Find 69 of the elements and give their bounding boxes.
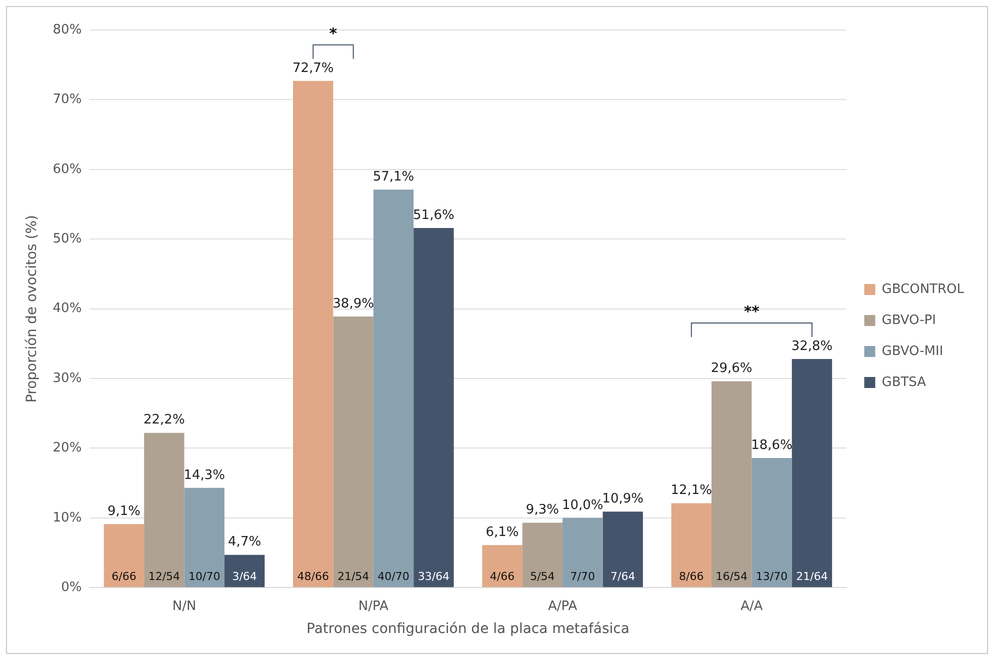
annotation: 6/66 <box>112 570 136 583</box>
bar <box>104 524 144 588</box>
annotation: 7/70 <box>570 570 595 583</box>
annotation: 4/66 <box>490 570 515 583</box>
y-tick-label: 40% <box>52 301 82 316</box>
data-label: 38,9% <box>332 296 374 312</box>
annotation: 33/64 <box>418 570 450 583</box>
annotation: 8/66 <box>679 570 704 583</box>
bar <box>752 458 792 588</box>
annotation: 7/64 <box>610 570 636 583</box>
bar <box>293 80 334 588</box>
x-tick-label: A/PA <box>548 598 578 614</box>
y-axis-title: Proporción de ovocitos (%) <box>24 215 40 403</box>
bar <box>414 228 454 588</box>
y-tick-label: 50% <box>52 231 82 246</box>
data-label: 4,7% <box>228 534 262 550</box>
data-label: 14,3% <box>184 468 226 483</box>
bar <box>602 512 643 588</box>
bar <box>671 503 712 588</box>
y-tick-label: 80% <box>52 22 82 38</box>
data-label: 12,1% <box>670 483 712 498</box>
annotation: 5/54 <box>530 570 555 583</box>
data-label: 22,2% <box>144 412 185 428</box>
annotation: * <box>329 24 338 42</box>
y-tick-label: 30% <box>52 370 82 386</box>
annotation: 3/64 <box>232 570 257 583</box>
bar <box>184 488 224 588</box>
legend-label: GBVO-PI <box>882 312 936 328</box>
bar <box>333 316 374 588</box>
x-tick-label: A/A <box>740 598 763 614</box>
legend-label: GBTSA <box>882 374 926 390</box>
data-label: 9,1% <box>107 504 140 520</box>
data-label: 18,6% <box>751 438 792 453</box>
bar <box>373 190 414 588</box>
legend-label: GBVO-MII <box>882 344 944 359</box>
data-label: 32,8% <box>791 338 833 354</box>
x-axis-title: Patrones configuración de la placa metafásica <box>306 621 630 638</box>
data-label: 57,1% <box>372 169 414 184</box>
bar <box>711 381 752 588</box>
data-label: 29,6% <box>710 361 752 376</box>
annotation: 48/66 <box>297 570 329 583</box>
data-label: 6,1% <box>486 524 519 540</box>
y-tick-label: 70% <box>52 92 82 108</box>
y-tick-label: 0% <box>61 580 82 595</box>
y-tick-label: 20% <box>52 440 82 456</box>
annotation: 16/54 <box>716 570 748 583</box>
data-label: 10,9% <box>602 492 644 506</box>
bar <box>522 522 563 588</box>
y-tick-label: 10% <box>52 510 82 526</box>
x-tick-label: N/N <box>172 598 196 614</box>
data-label: 51,6% <box>413 208 454 223</box>
annotation: 12/54 <box>148 570 180 583</box>
annotation: 21/64 <box>796 570 828 583</box>
annotation: 21/54 <box>337 570 370 583</box>
data-label: 72,7% <box>292 60 334 76</box>
y-tick-label: 60% <box>52 162 82 177</box>
bar <box>224 554 265 588</box>
data-label: 10,0% <box>562 498 604 513</box>
bar <box>792 358 832 588</box>
annotation: 13/70 <box>756 570 788 583</box>
legend-label: GBCONTROL <box>882 282 965 297</box>
annotation: 10/70 <box>188 570 220 583</box>
data-label: 9,3% <box>526 502 559 518</box>
annotation: ** <box>744 302 760 320</box>
bar <box>482 545 522 588</box>
annotation: 40/70 <box>378 570 410 583</box>
bar <box>144 432 184 588</box>
bar <box>562 518 603 588</box>
x-tick-label: N/PA <box>358 598 389 614</box>
